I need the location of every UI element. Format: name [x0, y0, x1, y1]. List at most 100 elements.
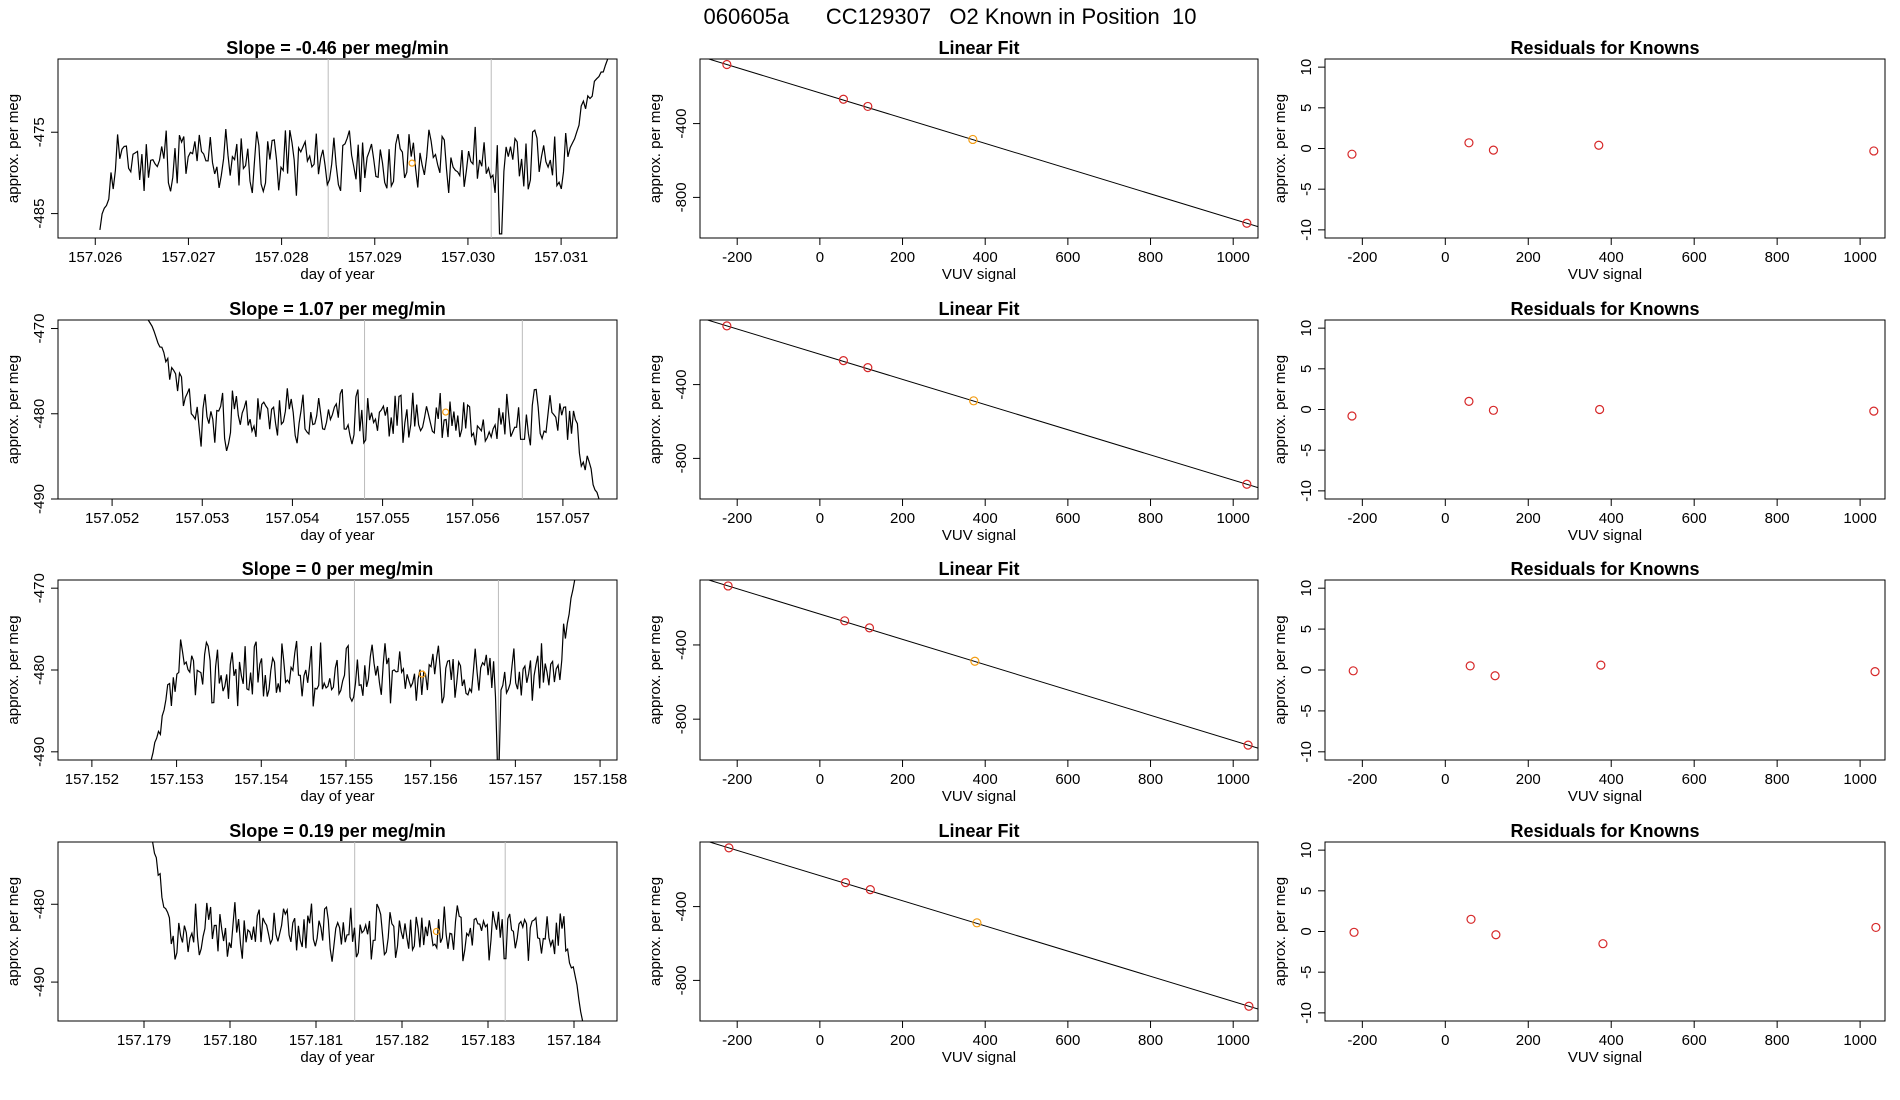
y-tick-label: 10 [1298, 320, 1315, 337]
y-axis-label: approx. per meg [1272, 615, 1289, 724]
chart-title: Linear Fit [938, 821, 1019, 841]
y-axis-label: approx. per meg [5, 615, 22, 724]
plot-area [147, 320, 600, 499]
x-tick-label: 0 [816, 249, 824, 266]
chart-title: Residuals for Knowns [1510, 38, 1699, 58]
data-point [970, 656, 980, 666]
x-tick-label: 157.030 [441, 249, 495, 266]
data-point [1243, 740, 1253, 750]
x-tick-label: 157.180 [203, 1032, 257, 1049]
y-tick-label: 10 [1298, 580, 1315, 597]
y-tick-label: -400 [673, 370, 690, 400]
plot-area [150, 580, 576, 760]
x-tick-label: 600 [1682, 771, 1707, 788]
plot-area [707, 59, 1258, 228]
x-tick-label: 1000 [1843, 249, 1876, 266]
x-tick-label: 157.182 [375, 1032, 429, 1049]
x-tick-label: 157.055 [355, 510, 409, 527]
x-tick-label: 400 [1599, 771, 1624, 788]
y-tick-label: -10 [1298, 741, 1315, 763]
data-trace [150, 580, 576, 760]
x-tick-label: 400 [1599, 249, 1624, 266]
data-point [1598, 939, 1608, 949]
y-tick-label: -470 [31, 314, 48, 344]
y-tick-label: 0 [1298, 144, 1315, 152]
sample-marker [432, 927, 440, 936]
x-tick-label: 157.053 [175, 510, 229, 527]
plot-frame [57, 841, 618, 1022]
x-tick-label: 157.031 [534, 249, 588, 266]
x-tick-label: -200 [1347, 771, 1377, 788]
y-tick-label: -5 [1298, 966, 1315, 979]
x-tick-label: 200 [890, 249, 915, 266]
data-point [1464, 396, 1474, 406]
x-axis-label: VUV signal [942, 527, 1016, 544]
y-tick-label: -480 [31, 889, 48, 919]
y-tick-label: -800 [673, 965, 690, 995]
fit-line [707, 59, 1258, 228]
x-tick-label: 0 [816, 1032, 824, 1049]
plot-area [707, 842, 1258, 1011]
x-tick-label: 0 [1441, 771, 1449, 788]
data-point [1595, 404, 1605, 415]
y-tick-label: -800 [673, 182, 690, 212]
data-point [840, 616, 850, 626]
x-tick-label: 157.054 [265, 510, 319, 527]
y-tick-label: -5 [1298, 444, 1315, 457]
plot-area [705, 320, 1258, 489]
x-tick-label: 400 [973, 1032, 998, 1049]
x-axis-label: VUV signal [942, 1049, 1016, 1066]
x-tick-label: 200 [890, 1032, 915, 1049]
x-axis-label: VUV signal [942, 266, 1016, 283]
x-tick-label: 800 [1138, 510, 1163, 527]
data-trace [99, 59, 609, 235]
data-trace [147, 320, 600, 499]
y-tick-label: -400 [673, 109, 690, 139]
x-tick-label: 157.057 [536, 510, 590, 527]
y-axis-label: approx. per meg [5, 877, 22, 986]
x-axis-label: VUV signal [1568, 1049, 1642, 1066]
chart-title: Slope = 0 per meg/min [242, 559, 434, 579]
chart-title: Residuals for Knowns [1510, 559, 1699, 579]
plot-frame [699, 579, 1259, 761]
x-tick-label: 600 [1682, 510, 1707, 527]
x-tick-label: 157.156 [404, 771, 458, 788]
x-tick-label: 600 [1055, 1032, 1080, 1049]
y-tick-label: -490 [31, 737, 48, 767]
x-tick-label: 1000 [1217, 771, 1250, 788]
x-tick-label: 400 [973, 510, 998, 527]
data-point [968, 134, 978, 145]
x-axis-label: day of year [300, 266, 374, 283]
x-tick-label: 800 [1138, 249, 1163, 266]
x-tick-label: -200 [1347, 1032, 1377, 1049]
y-axis-label: approx. per meg [1272, 877, 1289, 986]
data-point [1870, 667, 1880, 677]
x-tick-label: 600 [1055, 510, 1080, 527]
data-point [1488, 405, 1499, 415]
x-tick-label: 200 [1516, 249, 1541, 266]
x-tick-label: 157.154 [234, 771, 288, 788]
x-tick-label: 800 [1765, 510, 1790, 527]
y-axis-label: approx. per meg [647, 94, 664, 203]
data-point [1490, 671, 1500, 681]
plot-frame [1324, 58, 1886, 239]
x-tick-label: -200 [1347, 510, 1377, 527]
y-tick-label: 5 [1298, 365, 1315, 373]
data-point [1488, 145, 1499, 155]
plot-area [152, 842, 584, 1021]
y-tick-label: -5 [1298, 704, 1315, 717]
y-tick-label: 0 [1298, 927, 1315, 935]
x-tick-label: 157.152 [65, 771, 119, 788]
data-point [1869, 146, 1879, 156]
y-tick-label: 5 [1298, 887, 1315, 895]
plot-area [707, 580, 1258, 750]
plot-area [1349, 914, 1881, 949]
x-tick-label: 1000 [1217, 1032, 1250, 1049]
y-tick-label: -800 [673, 443, 690, 473]
data-point [1871, 922, 1881, 933]
y-tick-label: -10 [1298, 480, 1315, 502]
data-point [865, 885, 875, 895]
y-tick-label: -400 [673, 892, 690, 922]
fit-line [707, 842, 1258, 1010]
